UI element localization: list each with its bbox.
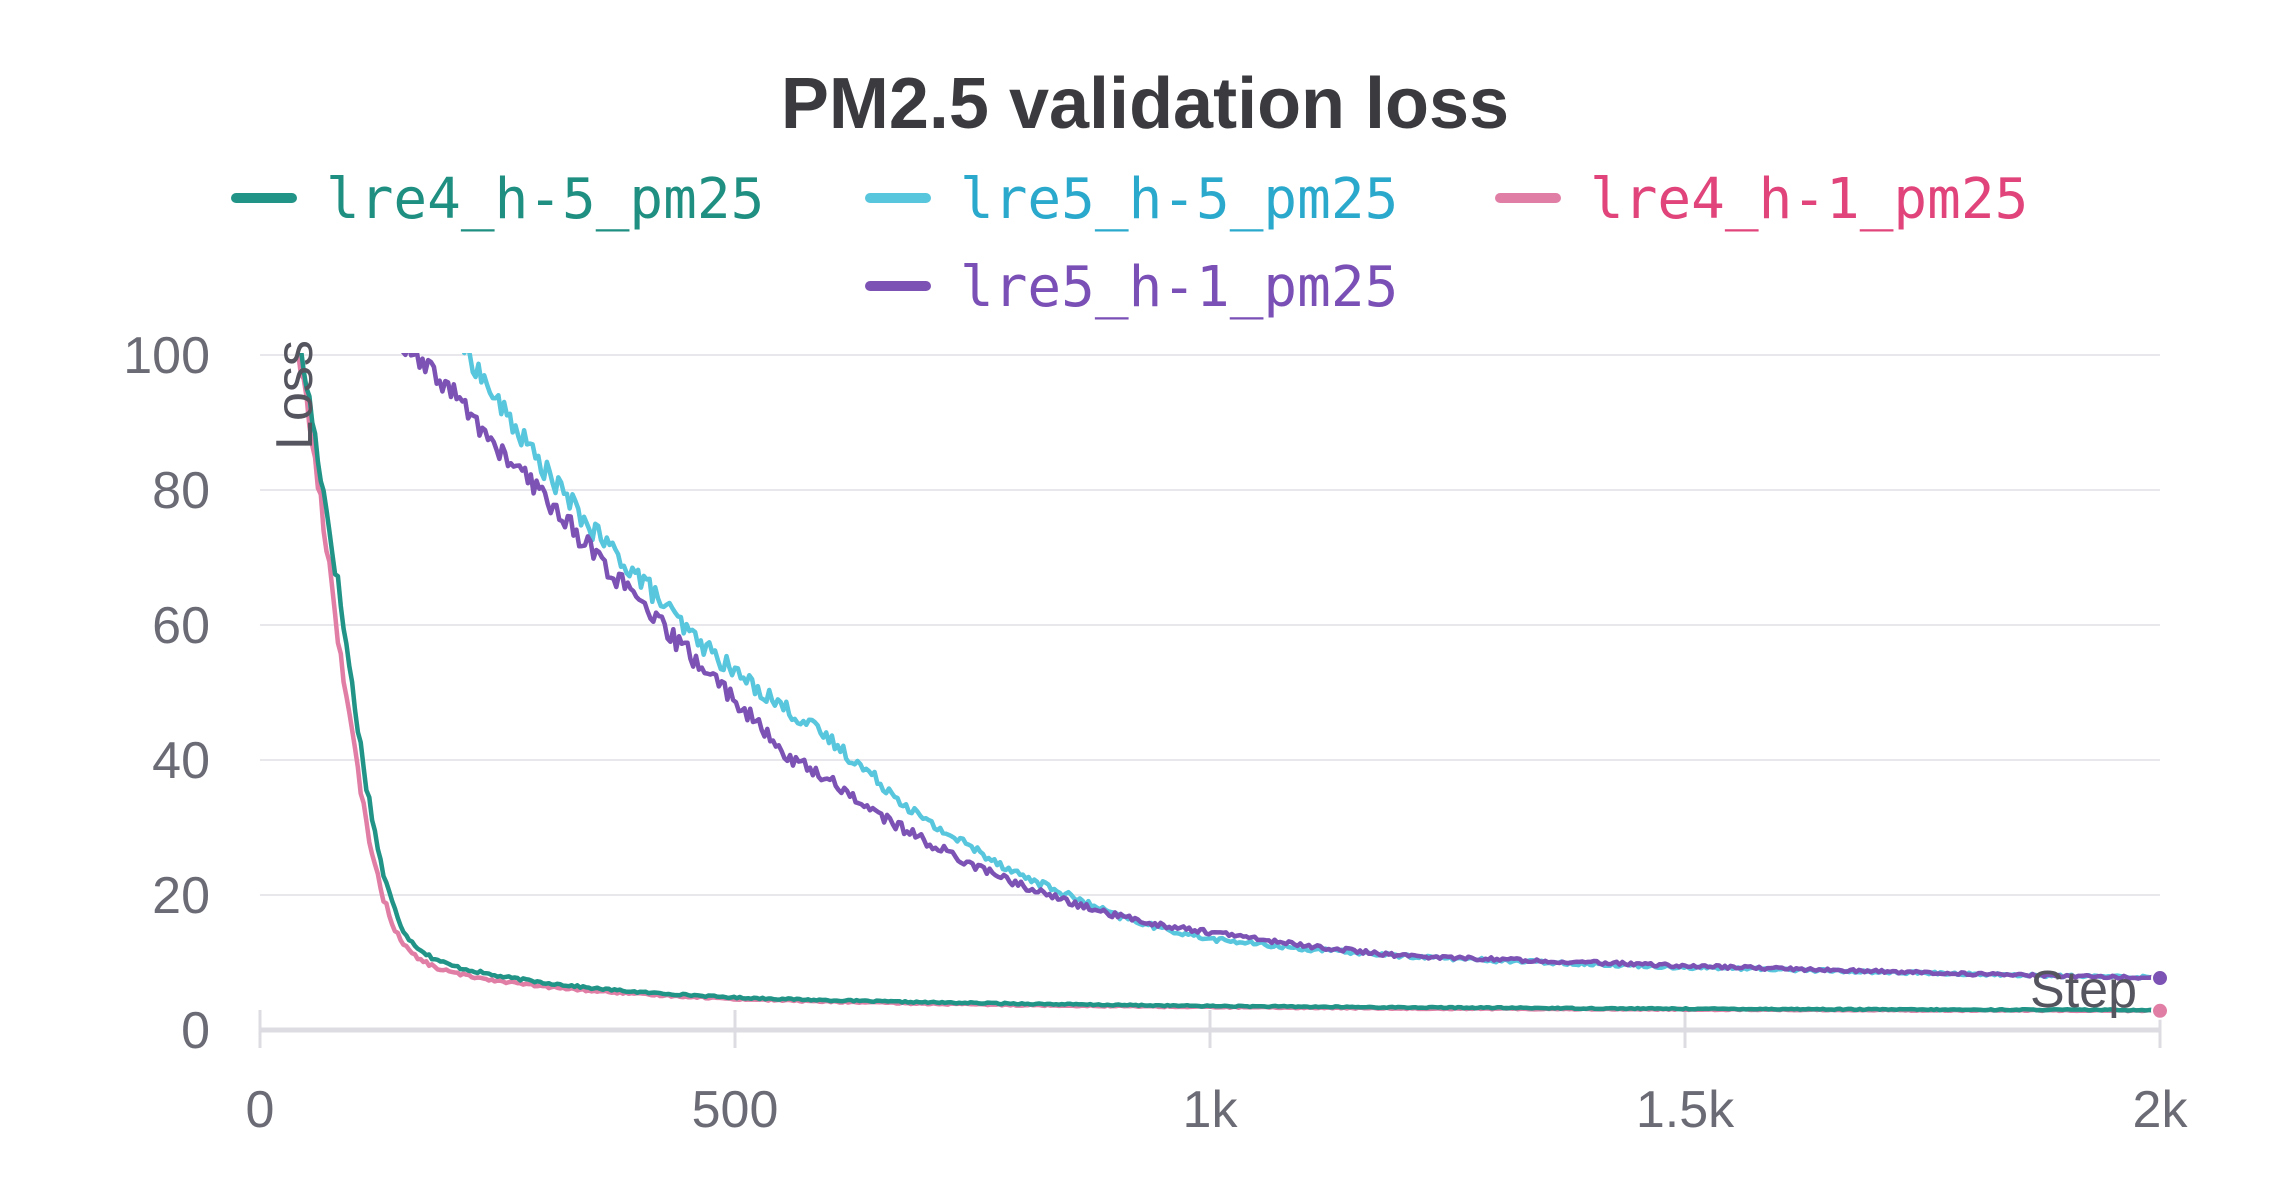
series-line-lre5_h-1_pm25	[400, 353, 2161, 982]
y-tick-label: 0	[181, 1002, 210, 1060]
series-line-lre5_h-5_pm25	[462, 353, 2163, 981]
legend: lre4_h-5_pm25 lre5_h-5_pm25 lre4_h-1_pm25l…	[231, 167, 2028, 320]
x-tick-label: 2k	[2133, 1081, 2189, 1139]
chart-title: PM2.5 validation loss	[781, 64, 1509, 144]
y-tick-label: 40	[152, 732, 210, 790]
x-tick-label: 1.5k	[1636, 1081, 1735, 1139]
y-tick-label: 80	[152, 462, 210, 520]
series-line-lre4_h-5_pm25	[299, 353, 2162, 1013]
legend-label: lre5_h-5_pm25	[960, 167, 1398, 232]
y-tick-label: 100	[123, 327, 210, 385]
series-end-markers	[2151, 969, 2169, 1020]
legend-item-lre5_h-1_pm25[interactable]: lre5_h-1_pm25	[865, 255, 1398, 320]
x-tick-label: 0	[246, 1081, 275, 1139]
legend-label: lre4_h-5_pm25	[326, 167, 764, 232]
legend-label: lre5_h-1_pm25	[960, 255, 1398, 320]
y-tick-label: 60	[152, 597, 210, 655]
series-band-lre5_h-1_pm25	[400, 353, 2161, 982]
end-marker-lre5_h-1_pm25	[2151, 969, 2169, 988]
series-band-lre4_h-1_pm25	[295, 353, 2162, 1014]
end-marker-lre4_h-1_pm25	[2151, 1001, 2169, 1020]
y-axis-label: Loss	[266, 340, 324, 450]
x-axis-label: Step	[2030, 961, 2137, 1019]
legend-label: lre4_h-1_pm25	[1590, 167, 2028, 232]
series-band-lre4_h-5_pm25	[299, 353, 2162, 1013]
y-axis-ticks: 0 20 40 60 80 100	[123, 327, 210, 1060]
legend-item-lre4_h-5_pm25[interactable]: lre4_h-5_pm25	[231, 167, 764, 232]
x-tick-label: 1k	[1183, 1081, 1239, 1139]
series-lines	[295, 353, 2163, 1014]
y-tick-label: 20	[152, 867, 210, 925]
legend-item-lre4_h-1_pm25[interactable]: lre4_h-1_pm25	[1495, 167, 2028, 232]
series-line-lre4_h-1_pm25	[295, 353, 2162, 1014]
x-tick-label: 500	[692, 1081, 779, 1139]
legend-item-lre5_h-5_pm25[interactable]: lre5_h-5_pm25	[865, 167, 1398, 232]
grid-lines	[260, 354, 2160, 1033]
x-axis-ticks: 0 500 1k 1.5k 2k	[246, 1010, 2189, 1139]
